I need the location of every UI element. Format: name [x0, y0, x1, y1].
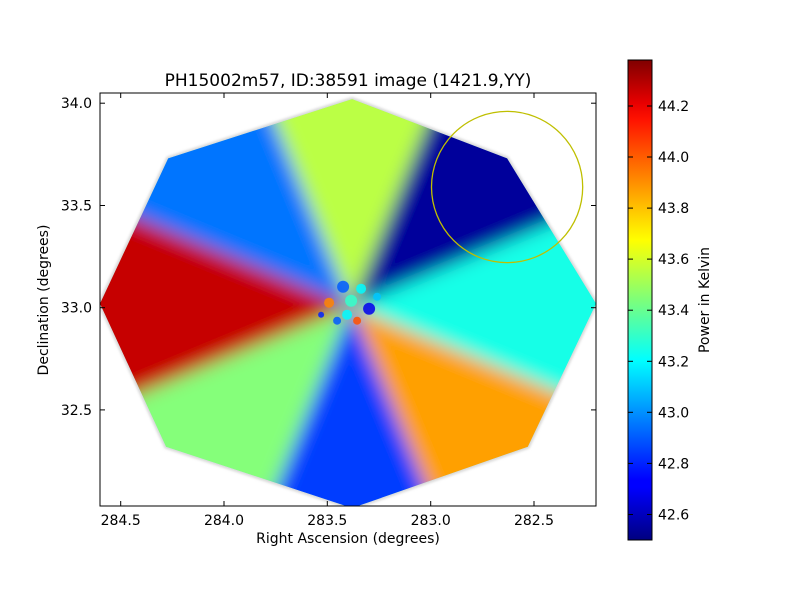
beam-lobes [100, 99, 596, 506]
lobe-lower-right [351, 306, 596, 506]
colorbar-tick-label: 44.2 [658, 99, 689, 115]
x-tick-label: 283.0 [411, 513, 451, 529]
center-speckle-spot [337, 280, 350, 293]
center-speckle-spot [318, 311, 325, 318]
lobe-left [100, 191, 352, 422]
y-tick-label: 32.5 [61, 403, 92, 419]
y-axis-label: Declination (degrees) [36, 225, 52, 376]
lobe-upper-left [100, 99, 352, 307]
y-axis-ticks: 34.0 33.5 33.0 32.5 [61, 96, 596, 419]
y-tick-label: 34.0 [61, 96, 92, 112]
colorbar-tick-label: 43.6 [658, 252, 689, 268]
x-tick-label: 282.5 [514, 513, 554, 529]
center-speckle-spot [324, 297, 335, 308]
x-tick-label: 283.5 [307, 513, 347, 529]
colorbar-gradient [628, 60, 652, 540]
center-structure [318, 280, 382, 325]
center-speckle-spot [353, 316, 362, 325]
center-speckle-spot [345, 294, 358, 307]
colorbar-tick-label: 43.8 [658, 201, 689, 217]
y-tick-label: 33.5 [61, 199, 92, 215]
x-tick-label: 284.0 [204, 513, 244, 529]
chart-title: PH15002m57, ID:38591 image (1421.9,YY) [165, 71, 532, 91]
colorbar-tick-label: 43.4 [658, 303, 689, 319]
center-speckle-spot [356, 283, 367, 294]
lobe-up [236, 99, 466, 307]
annotation-circle [430, 110, 584, 264]
lobe-upper-right [351, 99, 596, 307]
x-axis-label: Right Ascension (degrees) [256, 531, 440, 547]
colorbar-label: Power in Kelvin [697, 247, 713, 353]
center-speckle-spot [333, 316, 342, 325]
colorbar-tick-label: 42.6 [658, 508, 689, 524]
colorbar-ticks: 42.6 42.8 43.0 43.2 43.4 43.6 43.8 44.0 44.2 [628, 99, 689, 524]
heatmap-image [100, 96, 596, 506]
colorbar-frame [627, 59, 653, 541]
x-tick-label: 284.5 [101, 513, 141, 529]
lobe-down [236, 306, 466, 506]
lobe-lower-left [100, 306, 352, 506]
colorbar-tick-label: 44.0 [658, 150, 689, 166]
colorbar-tick-label: 43.0 [658, 405, 689, 421]
center-speckle-spot [373, 292, 382, 301]
colorbar-tick-label: 42.8 [658, 456, 689, 472]
plot-frame [99, 92, 597, 507]
center-speckle-spot [342, 309, 353, 320]
x-axis-ticks: 284.5 284.0 283.5 283.0 282.5 [101, 93, 554, 529]
colorbar-tick-label: 43.2 [658, 354, 689, 370]
center-speckle-spot [363, 302, 376, 315]
lobe-right [351, 191, 596, 422]
y-tick-label: 33.0 [61, 301, 92, 317]
